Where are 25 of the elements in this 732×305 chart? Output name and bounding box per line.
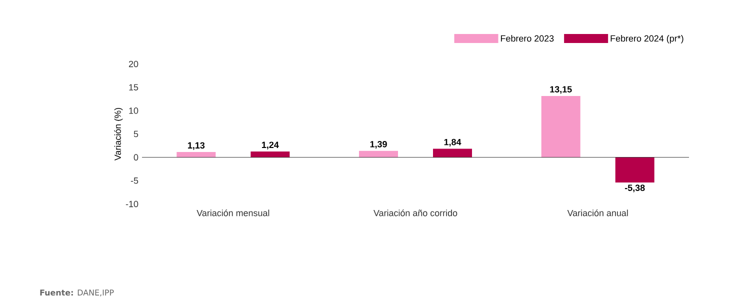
x-tick-label: Variación anual [567,210,628,216]
data-label: 1,13 [188,142,205,150]
y-tick-label: 15 [129,84,138,90]
bar [250,152,290,158]
y-tick-label: 0 [134,154,138,161]
data-label: -5,38 [624,184,645,192]
x-tick-label: Variación mensual [196,210,270,216]
y-tick-label: -5 [130,178,138,184]
y-tick-label: 20 [128,60,138,68]
data-label: 13,15 [550,86,572,94]
y-tick-label: -10 [126,200,138,208]
bar [433,148,472,158]
data-label: 1,39 [370,140,387,149]
data-label: 1,24 [262,142,279,150]
legend-label: Febrero 2024 (pr*) [610,35,684,44]
bar [541,96,580,158]
bar [359,150,398,158]
legend-label: Febrero 2023 [500,35,554,42]
x-tick-label: Variación año corrido [374,210,458,216]
bar [615,157,654,182]
y-axis-title: Variación (%) [114,108,123,161]
bar [176,152,216,158]
data-label: 1,84 [444,138,462,147]
y-tick-label: 5 [134,130,138,138]
y-tick-label: 10 [129,107,138,114]
